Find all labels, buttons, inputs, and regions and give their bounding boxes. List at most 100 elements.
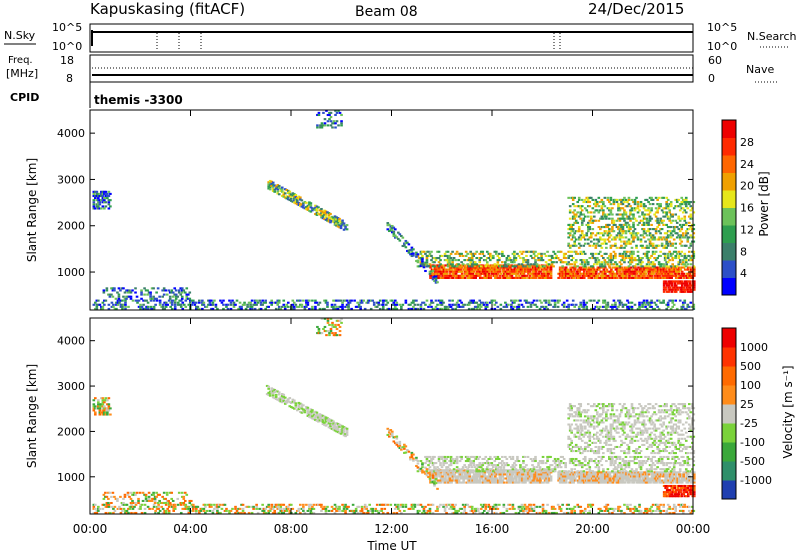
echo-cell	[543, 276, 547, 279]
echo-cell	[336, 422, 340, 425]
echo-cell	[585, 274, 589, 277]
echo-cell	[588, 266, 592, 269]
echo-cell	[495, 276, 499, 279]
echo-cell	[501, 266, 505, 269]
echo-cell	[279, 398, 283, 401]
echo-cell	[94, 405, 97, 408]
echo-cell	[110, 287, 113, 290]
echo-cell	[624, 254, 628, 257]
echo-cell	[683, 280, 687, 283]
echo-cell	[415, 307, 418, 310]
echo-cell	[521, 473, 524, 476]
echo-cell	[559, 250, 563, 253]
echo-cell	[617, 205, 620, 208]
echo-cell	[627, 254, 631, 257]
echo-cell	[469, 272, 473, 275]
echo-cell	[421, 256, 424, 260]
echo-cell	[487, 270, 491, 273]
echo-cell	[468, 268, 471, 271]
echo-cell	[422, 509, 426, 512]
echo-cell	[571, 256, 575, 260]
echo-cell	[605, 242, 608, 245]
echo-cell	[651, 307, 655, 310]
echo-cell	[672, 505, 676, 508]
echo-cell	[98, 192, 102, 195]
echo-cell	[95, 205, 99, 208]
echo-cell	[459, 270, 462, 273]
echo-cell	[507, 303, 510, 306]
echo-cell	[659, 254, 662, 257]
echo-cell	[668, 282, 672, 285]
echo-cell	[516, 471, 520, 474]
echo-cell	[460, 471, 464, 474]
echo-cell	[656, 270, 660, 273]
echo-cell	[557, 272, 560, 275]
echo-cell	[276, 505, 280, 508]
echo-cell	[347, 301, 350, 304]
echo-cell	[323, 124, 327, 127]
echo-cell	[673, 268, 677, 271]
echo-cell	[359, 511, 362, 514]
echo-cell	[620, 234, 623, 237]
echo-cell	[578, 266, 582, 269]
echo-cell	[421, 301, 424, 304]
echo-cell	[216, 503, 219, 506]
echo-cell	[397, 231, 400, 234]
echo-cell	[668, 276, 672, 279]
echo-cell	[439, 475, 443, 478]
echo-cell	[133, 505, 136, 508]
echo-cell	[274, 503, 278, 506]
echo-cell	[398, 233, 402, 236]
echo-cell	[448, 259, 451, 262]
echo-cell	[145, 299, 148, 302]
echo-cell	[276, 390, 280, 393]
echo-cell	[665, 196, 668, 199]
echo-cell	[465, 268, 468, 271]
echo-cell	[332, 426, 335, 429]
echo-cell	[582, 217, 586, 220]
echo-cell	[462, 481, 465, 484]
echo-cell	[273, 184, 277, 187]
echo-cell	[143, 299, 147, 302]
echo-cell	[360, 301, 364, 304]
echo-cell	[111, 289, 115, 292]
echo-cell	[348, 299, 352, 302]
echo-cell	[458, 507, 462, 510]
echo-cell	[589, 234, 593, 237]
echo-cell	[672, 225, 676, 229]
echo-cell	[412, 254, 415, 257]
echo-cell	[638, 511, 641, 514]
echo-cell	[533, 276, 536, 279]
echo-cell	[647, 219, 650, 222]
echo-cell	[457, 473, 461, 476]
echo-cell	[545, 270, 548, 273]
echo-cell	[588, 200, 592, 204]
echo-cell	[404, 299, 408, 302]
echo-cell	[143, 293, 146, 296]
echo-cell	[465, 473, 468, 476]
echo-cell	[559, 259, 563, 262]
echo-cell	[644, 246, 647, 249]
echo-cell	[575, 270, 579, 273]
echo-cell	[644, 268, 648, 271]
echo-cell	[404, 242, 408, 245]
echo-cell	[453, 479, 456, 482]
echo-cell	[525, 301, 528, 304]
echo-cell	[467, 259, 471, 262]
echo-cell	[650, 254, 653, 257]
echo-cell	[617, 509, 620, 512]
echo-cell	[463, 509, 466, 512]
echo-cell	[666, 230, 670, 233]
echo-cell	[334, 109, 337, 112]
echo-cell	[438, 270, 441, 273]
echo-cell	[472, 254, 476, 257]
echo-cell	[597, 244, 601, 247]
echo-cell	[442, 272, 446, 275]
echo-cell	[498, 256, 501, 260]
echo-cell	[98, 303, 102, 306]
echo-cell	[544, 509, 548, 512]
echo-cell	[623, 196, 626, 199]
echo-cell	[675, 221, 679, 224]
echo-cell	[116, 299, 120, 302]
echo-cell	[267, 187, 270, 190]
